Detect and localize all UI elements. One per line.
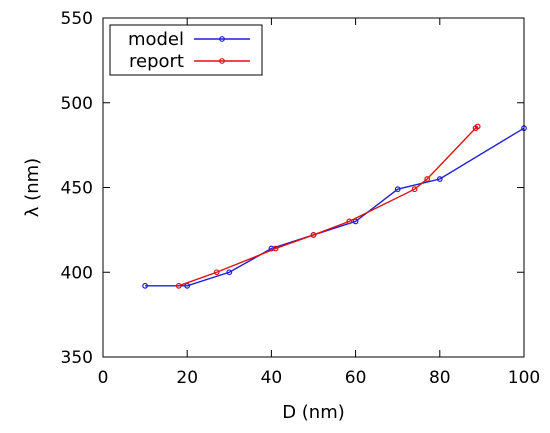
x-tick-label: 100 [508,368,540,388]
y-tick-label: 450 [61,179,93,199]
data-point-report [346,218,353,225]
y-axis-label: λ (nm) [22,158,43,217]
y-axis-ticks: 350 400 450 500 550 [61,9,524,368]
x-tick-label: 0 [98,368,109,388]
x-tick-label: 60 [345,368,367,388]
legend-marker-model [219,36,225,42]
y-tick-label: 400 [61,263,93,283]
data-point-report [411,186,418,193]
y-tick-label: 350 [61,348,93,368]
x-axis-ticks: 0 20 40 60 80 100 [98,18,540,388]
data-point-model [352,218,359,225]
series-report [175,123,481,289]
legend-label-model: model [128,29,184,50]
data-point-report [175,282,182,289]
series-layer [142,123,527,289]
data-point-model [226,269,233,276]
x-axis-label: D (nm) [282,402,345,423]
data-point-report [310,232,317,238]
plot-frame [102,17,525,358]
x-tick-label: 20 [176,368,198,388]
data-point-report [213,269,220,276]
data-point-report [474,123,481,130]
y-tick-label: 550 [61,9,93,29]
data-point-model [394,186,401,193]
legend-label-report: report [129,51,184,72]
data-point-report [272,245,279,252]
series-line-report [178,125,479,287]
x-tick-label: 80 [429,368,451,388]
data-point-model [436,176,443,182]
x-tick-label: 40 [261,368,283,388]
y-tick-label: 500 [61,94,93,114]
data-point-model [142,282,149,289]
legend-marker-report [219,58,225,64]
data-point-report [424,176,431,182]
legend-box [109,24,263,76]
